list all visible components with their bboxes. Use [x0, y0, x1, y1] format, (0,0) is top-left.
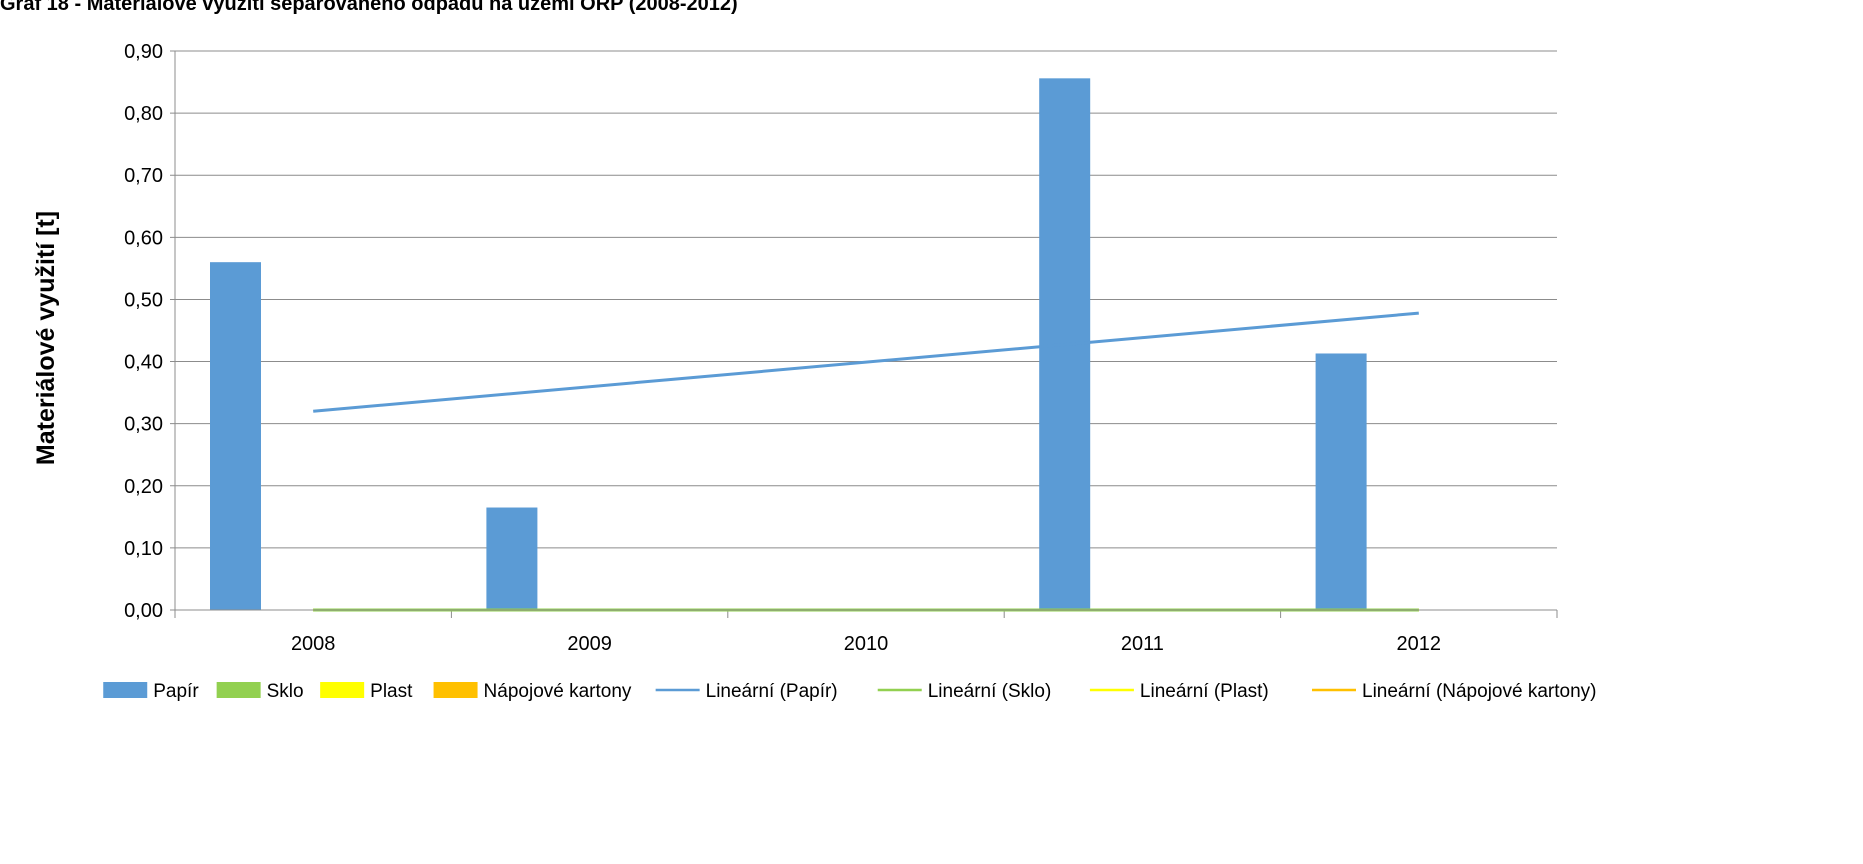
legend-label: Sklo	[267, 681, 304, 702]
legend-item-line-rn-pap-r: Lineární (Papír)	[655, 681, 838, 702]
legend-item-line-rn-sklo: Lineární (Sklo)	[877, 681, 1052, 702]
legend-swatch	[103, 682, 148, 698]
legend-item-plast: Plast	[320, 681, 413, 702]
y-tick-label: 0,30	[124, 414, 163, 436]
y-tick-label: 0,50	[124, 289, 163, 311]
x-tick-label: 2008	[291, 633, 336, 655]
legend-item-line-rn-plast: Lineární (Plast)	[1089, 681, 1269, 702]
bar-pap-r	[1315, 353, 1367, 610]
legend-label: Lineární (Papír)	[706, 681, 838, 702]
x-tick-label: 2011	[1121, 633, 1164, 655]
legend-swatch	[320, 682, 365, 698]
x-tick-label: 2010	[844, 633, 889, 655]
x-tick-label: 2009	[567, 633, 612, 655]
trendline	[313, 311, 1419, 413]
legend-label: Lineární (Plast)	[1140, 681, 1269, 702]
legend-item-line-rn-n-pojov-kartony: Lineární (Nápojové kartony)	[1312, 681, 1596, 702]
legend-label: Nápojové kartony	[484, 681, 632, 702]
legend-swatch	[216, 682, 261, 698]
legend-label: Papír	[153, 681, 199, 702]
y-tick-label: 0,10	[124, 538, 163, 560]
x-tick-label: 2012	[1397, 633, 1442, 655]
y-tick-label: 0,90	[124, 41, 163, 63]
y-tick-label: 0,70	[124, 165, 163, 187]
bar-pap-r	[210, 262, 261, 610]
legend-item-n-pojov-kartony: Nápojové kartony	[433, 681, 632, 702]
y-tick-label: 0,80	[124, 103, 163, 125]
y-tick-label: 0,20	[124, 476, 163, 498]
legend-label: Lineární (Sklo)	[928, 681, 1052, 702]
y-axis-title: Materiálové využití [t]	[32, 211, 60, 465]
chart-title: Graf 18 - Materiálové využití separované…	[0, 0, 738, 15]
y-tick-label: 0,00	[124, 600, 163, 622]
legend-item-pap-r: Papír	[103, 681, 199, 702]
legend-item-sklo: Sklo	[216, 681, 304, 702]
y-tick-label: 0,60	[124, 227, 163, 249]
legend-swatch	[433, 682, 478, 698]
legend-label: Plast	[370, 681, 413, 702]
y-tick-label: 0,40	[124, 352, 163, 374]
legend-label: Lineární (Nápojové kartony)	[1362, 681, 1596, 702]
bar-pap-r	[486, 507, 538, 610]
